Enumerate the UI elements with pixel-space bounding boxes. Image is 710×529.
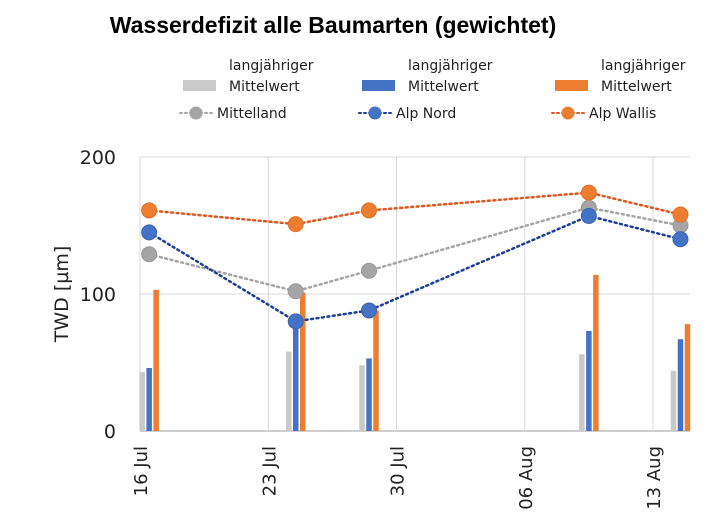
bar-2-4	[684, 324, 691, 431]
legend-label: Mittelland	[217, 106, 287, 122]
x-tick-label: 23 Jul	[259, 446, 280, 496]
lines	[141, 184, 689, 330]
bars	[139, 274, 691, 431]
legend-marker-2	[561, 106, 575, 120]
point-2-3	[580, 184, 597, 201]
legend-swatch-bar-0	[183, 80, 216, 91]
legend-swatch-bar-2	[555, 80, 588, 91]
point-1-3	[580, 207, 597, 224]
point-0-0	[141, 246, 158, 263]
point-1-1	[287, 313, 304, 330]
legend-label-line1: langjähriger	[601, 58, 686, 74]
point-0-2	[361, 262, 378, 279]
x-tick-label: 16 Jul	[131, 446, 152, 496]
legend-label-line2: Mittelwert	[408, 79, 479, 95]
x-tick-label: 30 Jul	[388, 446, 409, 496]
y-tick-label: 0	[104, 421, 116, 443]
bar-0-2	[359, 365, 365, 431]
bar-0-0	[139, 372, 145, 431]
bar-0-1	[285, 351, 292, 431]
bar-1-4	[677, 339, 684, 431]
point-1-4	[672, 231, 689, 248]
bar-2-1	[299, 292, 306, 431]
bar-1-0	[146, 367, 152, 431]
series-line-mittelland	[147, 206, 682, 293]
legend-label-line1: langjähriger	[229, 58, 314, 74]
legend-swatch-bar-1	[362, 80, 395, 91]
legend-label: Alp Nord	[396, 106, 456, 122]
gridlines	[139, 156, 690, 432]
point-1-0	[141, 224, 158, 241]
legend-label-line2: Mittelwert	[601, 79, 672, 95]
chart-title: Wasserdefizit alle Baumarten (gewichtet)	[109, 12, 557, 38]
bar-2-2	[373, 310, 379, 431]
axes: 0 100 200 16 Jul 23 Jul 30 Jul 06 Aug 13 Aug TWD…	[51, 147, 665, 510]
legend-label-line1: langjähriger	[408, 58, 493, 74]
bar-1-3	[586, 330, 592, 431]
bar-1-1	[292, 321, 299, 431]
point-0-1	[287, 283, 304, 300]
legend-label-line2: Mittelwert	[229, 79, 300, 95]
bar-0-4	[670, 370, 677, 431]
y-axis-label: TWD [µm]	[51, 246, 73, 343]
point-2-2	[361, 202, 378, 219]
y-tick-label: 100	[80, 284, 116, 306]
legend: langjähriger Mittelwert langjähriger Mittel…	[179, 58, 686, 122]
bar-0-3	[579, 354, 585, 431]
point-2-1	[287, 216, 304, 233]
series-line-alp-nord	[147, 214, 682, 323]
bar-1-2	[366, 358, 372, 431]
legend-marker-0	[189, 106, 203, 120]
point-2-0	[141, 202, 158, 219]
legend-label: Alp Wallis	[589, 106, 656, 122]
point-2-4	[672, 206, 689, 223]
y-tick-label: 200	[80, 147, 116, 169]
x-tick-label: 13 Aug	[644, 446, 665, 510]
bar-2-3	[593, 274, 599, 431]
legend-marker-1	[368, 106, 382, 120]
x-tick-label: 06 Aug	[516, 446, 537, 510]
bar-2-0	[153, 289, 159, 431]
point-1-2	[361, 302, 378, 319]
